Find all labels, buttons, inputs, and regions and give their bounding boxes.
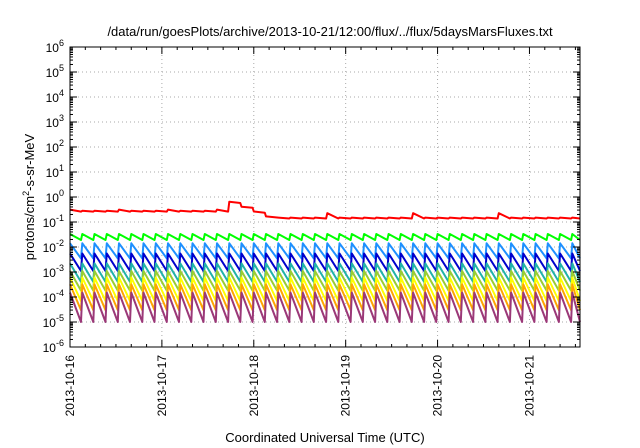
x-tick-label: 2013-10-19	[339, 355, 353, 417]
series-line-2	[69, 233, 581, 241]
series-line-3	[69, 242, 581, 260]
x-axis-label: Coordinated Universal Time (UTC)	[225, 430, 424, 445]
series-line-9	[69, 291, 581, 323]
y-tick-label: 105	[46, 63, 64, 80]
x-tick-label: 2013-10-20	[431, 355, 445, 417]
y-tick-label: 10-2	[43, 238, 64, 255]
y-tick-label: 10-4	[43, 288, 64, 305]
y-tick-label: 106	[46, 38, 64, 55]
y-axis-label: protons/cm2-s-sr-MeV	[21, 133, 37, 260]
y-tick-label: 100	[46, 188, 64, 205]
y-axis: 10-6 10-5 10-4 10-3 10-2 10-1 100 101 102 103 104 1…	[43, 38, 580, 355]
y-tick-label: 102	[46, 138, 64, 155]
x-tick-label: 2013-10-16	[63, 355, 77, 417]
y-tick-label: 10-6	[43, 338, 64, 355]
series-group	[69, 200, 581, 323]
x-tick-label: 2013-10-17	[155, 355, 169, 417]
y-tick-label: 10-1	[43, 213, 64, 230]
x-tick-label: 2013-10-21	[522, 355, 536, 417]
y-tick-label: 103	[46, 113, 64, 130]
chart-title: /data/run/goesPlots/archive/2013-10-21/1…	[107, 24, 553, 39]
y-tick-label: 101	[46, 163, 64, 180]
y-tick-label: 10-3	[43, 263, 64, 280]
x-tick-label: 2013-10-18	[247, 355, 261, 417]
x-axis: 2013-10-16 2013-10-17 2013-10-18 2013-10-19…	[63, 47, 576, 417]
series-line-1	[69, 200, 581, 220]
y-tick-label: 10-5	[43, 313, 64, 330]
y-tick-label: 104	[46, 88, 64, 105]
